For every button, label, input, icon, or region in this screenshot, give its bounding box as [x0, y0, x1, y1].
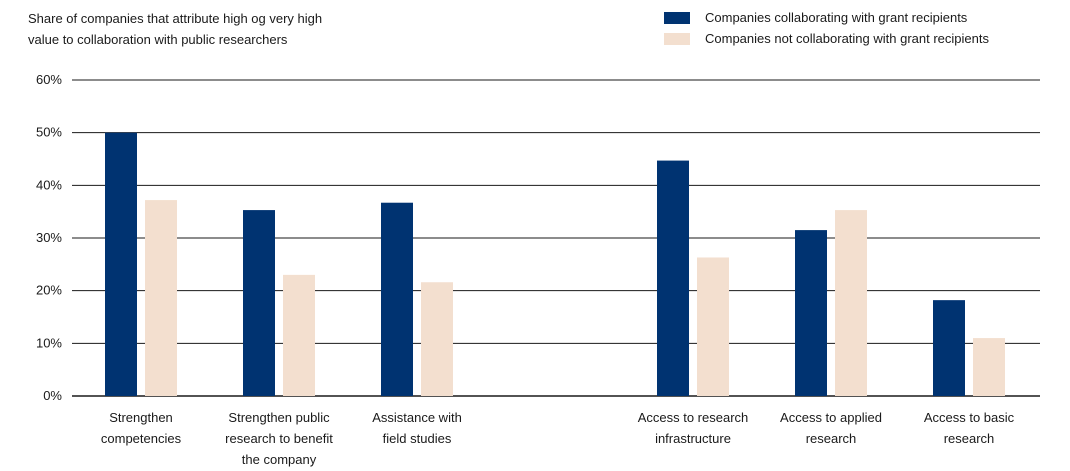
chart-title-line-1: Share of companies that attribute high o…: [28, 11, 323, 26]
bar-not-collaborating: [145, 200, 177, 396]
legend-item-not-collaborating: Companies not collaborating with grant r…: [664, 28, 989, 49]
legend-label-not-collaborating: Companies not collaborating with grant r…: [705, 31, 989, 46]
x-tick-label: research to benefit: [225, 431, 333, 446]
y-tick-label: 40%: [36, 177, 62, 192]
legend-item-collaborating: Companies collaborating with grant recip…: [664, 7, 989, 28]
y-tick-label: 30%: [36, 230, 62, 245]
bar-collaborating: [795, 230, 827, 396]
bar-collaborating: [381, 202, 413, 396]
x-tick-label: competencies: [101, 431, 182, 446]
chart-legend: Companies collaborating with grant recip…: [664, 7, 989, 49]
x-tick-label: the company: [242, 452, 317, 467]
y-tick-label: 0%: [43, 388, 62, 403]
y-tick-label: 50%: [36, 125, 62, 140]
y-tick-label: 20%: [36, 283, 62, 298]
legend-swatch-collaborating: [664, 11, 690, 24]
x-tick-label: infrastructure: [655, 431, 731, 446]
x-tick-label: research: [944, 431, 995, 446]
x-tick-label: Access to applied: [780, 410, 882, 425]
x-tick-label: Access to research: [638, 410, 749, 425]
bar-not-collaborating: [283, 274, 315, 396]
x-tick-label: Assistance with: [372, 410, 462, 425]
bar-collaborating: [657, 160, 689, 396]
x-tick-label: field studies: [383, 431, 452, 446]
bar-collaborating: [105, 132, 137, 396]
bar-collaborating: [243, 210, 275, 396]
x-tick-label: Access to basic: [924, 410, 1015, 425]
x-tick-label: Strengthen: [109, 410, 173, 425]
chart-title: Share of companies that attribute high o…: [28, 8, 448, 50]
y-tick-label: 60%: [36, 72, 62, 87]
legend-label-collaborating: Companies collaborating with grant recip…: [705, 10, 968, 25]
bar-collaborating: [933, 300, 965, 396]
legend-swatch-not-collaborating: [664, 32, 690, 45]
bar-not-collaborating: [697, 257, 729, 396]
bar-not-collaborating: [421, 282, 453, 396]
bar-not-collaborating: [835, 210, 867, 396]
chart-title-line-2: value to collaboration with public resea…: [28, 32, 288, 47]
x-tick-label: Strengthen public: [228, 410, 330, 425]
bar-not-collaborating: [973, 338, 1005, 396]
y-tick-label: 10%: [36, 335, 62, 350]
x-tick-label: research: [806, 431, 857, 446]
